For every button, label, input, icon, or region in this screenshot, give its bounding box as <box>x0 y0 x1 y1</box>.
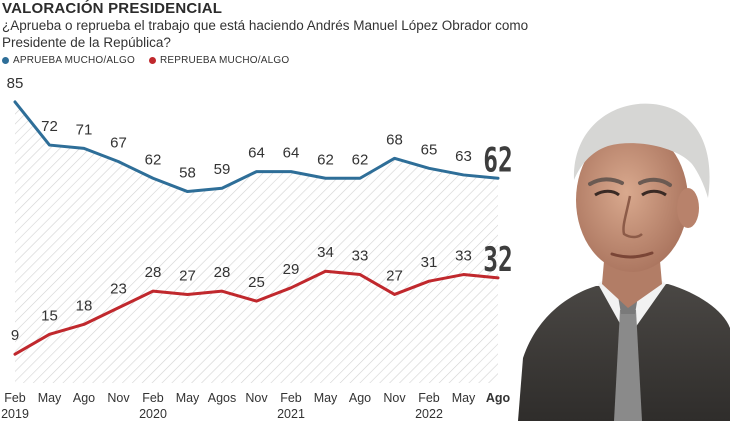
hatched-area <box>15 101 498 384</box>
x-tick-label: May <box>38 391 62 405</box>
x-tick-label: May <box>314 391 338 405</box>
data-label-approve: 58 <box>179 165 196 182</box>
x-year-label: 2019 <box>1 407 29 421</box>
x-tick-label: Nov <box>107 391 130 405</box>
necktie <box>614 310 642 421</box>
data-label-disapprove: 33 <box>352 248 369 265</box>
data-label-disapprove: 31 <box>421 254 438 271</box>
x-tick-label: Agos <box>208 391 237 405</box>
legend-label-approve: APRUEBA MUCHO/ALGO <box>13 55 135 66</box>
x-tick-label: May <box>176 391 200 405</box>
data-label-approve: 65 <box>421 141 438 158</box>
data-label-approve: 62 <box>483 140 512 179</box>
data-label-approve: 62 <box>145 151 162 168</box>
x-tick-label: Ago <box>349 391 371 405</box>
data-label-disapprove: 27 <box>179 267 196 284</box>
data-label-disapprove: 32 <box>483 240 512 279</box>
series-line-approve <box>13 100 500 194</box>
data-label-disapprove: 18 <box>76 297 93 314</box>
data-label-approve: 59 <box>214 161 231 178</box>
x-axis: Feb 2019 May Ago Nov Feb 2020 May Agos Nov Feb 2021… <box>1 391 510 421</box>
data-label-approve: 72 <box>41 118 58 135</box>
x-tick-label: May <box>452 391 476 405</box>
x-tick-label: Ago <box>486 391 511 405</box>
data-label-disapprove: 23 <box>110 281 127 298</box>
mouth <box>610 251 654 259</box>
president-portrait <box>518 103 730 421</box>
data-label-approve: 62 <box>317 151 334 168</box>
series-line-disapprove <box>13 269 500 356</box>
face <box>576 128 688 272</box>
data-label-disapprove: 15 <box>41 307 58 324</box>
data-label-approve: 64 <box>248 145 265 162</box>
series-lines <box>13 100 500 356</box>
data-label-disapprove: 27 <box>386 267 403 284</box>
data-label-approve: 85 <box>7 75 24 92</box>
data-label-disapprove: 28 <box>214 264 231 281</box>
x-tick-label: Nov <box>383 391 406 405</box>
legend-item-disapprove: REPRUEBA MUCHO/ALGO <box>148 55 290 66</box>
data-label-disapprove: 25 <box>248 274 265 291</box>
data-label-disapprove: 28 <box>145 264 162 281</box>
data-label-disapprove: 33 <box>455 248 472 265</box>
eyebrow-left <box>588 177 624 186</box>
chart-title: VALORACIÓN PRESIDENCIAL <box>2 0 223 17</box>
chart-subtitle: ¿Aprueba o reprueba el trabajo que está … <box>2 18 529 50</box>
legend-label-disapprove: REPRUEBA MUCHO/ALGO <box>159 55 290 66</box>
x-tick-label: Ago <box>73 391 95 405</box>
data-labels: 85 72 71 67 62 58 59 64 64 62 62 68 65 63 62 9 15 18 23 28 2… <box>7 75 513 344</box>
data-label-approve: 64 <box>283 145 300 162</box>
eye-right <box>641 189 667 197</box>
data-label-approve: 62 <box>352 151 369 168</box>
x-tick-label: Feb <box>142 391 164 405</box>
legend-dot-approve <box>2 57 9 64</box>
data-label-disapprove: 34 <box>317 244 334 261</box>
x-tick-label: Feb <box>4 391 26 405</box>
legend-item-approve: APRUEBA MUCHO/ALGO <box>2 55 135 66</box>
x-year-label: 2021 <box>277 407 305 421</box>
data-label-approve: 68 <box>386 131 403 148</box>
legend: APRUEBA MUCHO/ALGO REPRUEBA MUCHO/ALGO <box>2 55 289 66</box>
hair <box>573 103 710 198</box>
data-label-approve: 67 <box>110 135 127 152</box>
nose <box>622 195 643 239</box>
eye-left <box>594 189 620 197</box>
hatched-area-fill <box>15 101 498 384</box>
ear <box>677 188 699 228</box>
x-tick-label: Feb <box>280 391 302 405</box>
data-label-disapprove: 29 <box>283 261 300 278</box>
data-label-disapprove: 9 <box>11 327 19 344</box>
x-tick-label: Feb <box>418 391 440 405</box>
data-label-approve: 71 <box>76 121 93 138</box>
x-year-label: 2020 <box>139 407 167 421</box>
eyebrow-right <box>638 177 672 187</box>
x-tick-label: Nov <box>245 391 268 405</box>
data-label-approve: 63 <box>455 148 472 165</box>
legend-dot-disapprove <box>148 57 156 64</box>
x-year-label: 2022 <box>415 407 443 421</box>
